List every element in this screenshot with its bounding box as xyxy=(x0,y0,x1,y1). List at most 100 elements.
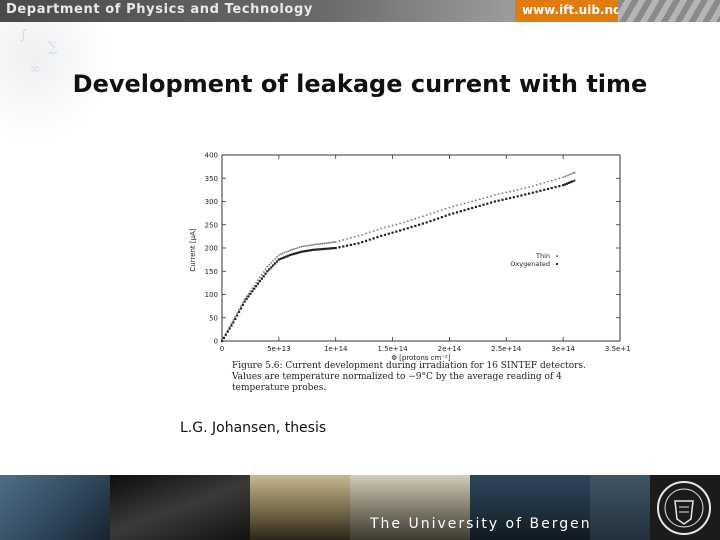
university-name: The University of Bergen xyxy=(370,516,592,532)
footer-photo xyxy=(470,475,590,540)
oxygenated-point xyxy=(383,233,387,236)
thin-point xyxy=(528,185,530,188)
thin-point xyxy=(380,227,383,230)
oxygenated-point xyxy=(296,251,299,254)
x-tick-label: 3e+14 xyxy=(551,345,575,353)
thin-point xyxy=(376,228,379,231)
thin-point xyxy=(253,284,256,287)
thin-point xyxy=(509,190,511,193)
thin-point xyxy=(486,196,489,199)
thin-point xyxy=(293,248,295,250)
thin-point xyxy=(238,308,240,311)
oxygenated-point xyxy=(327,247,330,250)
oxygenated-point xyxy=(455,211,459,214)
oxygenated-point xyxy=(283,256,286,259)
oxygenated-point xyxy=(565,182,569,185)
oxygenated-point xyxy=(558,185,561,188)
x-tick-label: 1e+14 xyxy=(324,345,348,353)
thin-point xyxy=(308,244,311,247)
thin-point xyxy=(247,292,250,295)
watermark-glyph: ∞ xyxy=(30,62,41,77)
y-tick-label: 400 xyxy=(205,152,218,160)
oxygenated-point xyxy=(459,210,462,213)
oxygenated-point xyxy=(315,248,318,251)
thin-point xyxy=(520,187,523,190)
thin-point xyxy=(410,219,413,221)
oxygenated-point xyxy=(520,194,523,197)
thin-point xyxy=(323,242,326,245)
oxygenated-point xyxy=(573,179,576,182)
oxygenated-point xyxy=(527,192,531,195)
oxygenated-point xyxy=(323,247,326,251)
slide-title: Development of leakage current with time xyxy=(72,70,648,98)
thin-point xyxy=(569,173,572,176)
oxygenated-point xyxy=(535,190,538,193)
thin-point xyxy=(550,179,553,182)
figure-caption: Figure 5.6: Current development during i… xyxy=(232,361,586,393)
oxygenated-point xyxy=(253,287,256,290)
oxygenated-point xyxy=(321,247,324,251)
oxygenated-point xyxy=(317,248,320,251)
oxygenated-point xyxy=(342,245,345,248)
oxygenated-point xyxy=(364,239,368,242)
thin-point xyxy=(459,203,462,206)
header-decoration xyxy=(618,0,720,22)
oxygenated-point xyxy=(236,314,239,317)
thin-point xyxy=(289,249,292,252)
oxygenated-point xyxy=(380,234,383,238)
oxygenated-point xyxy=(262,275,265,278)
oxygenated-point xyxy=(281,256,284,260)
oxygenated-point xyxy=(444,214,447,217)
thin-point xyxy=(257,279,259,282)
oxygenated-point xyxy=(292,252,296,255)
thin-point xyxy=(255,281,258,284)
thin-point xyxy=(306,244,309,247)
oxygenated-point xyxy=(319,248,322,251)
thin-point xyxy=(240,305,242,308)
y-tick-label: 200 xyxy=(205,245,218,253)
oxygenated-point xyxy=(372,237,375,240)
thin-point xyxy=(567,174,570,176)
oxygenated-point xyxy=(463,209,466,212)
thin-point xyxy=(516,188,519,191)
thin-point xyxy=(418,216,421,219)
thin-point xyxy=(524,186,527,189)
oxygenated-point xyxy=(567,181,570,184)
oxygenated-point xyxy=(270,266,273,269)
thin-point xyxy=(539,182,542,185)
thin-point xyxy=(310,244,312,246)
thin-point xyxy=(505,191,508,194)
website-url[interactable]: www.ift.uib.no xyxy=(522,3,622,17)
oxygenated-point xyxy=(505,197,508,201)
oxygenated-point xyxy=(268,268,271,271)
thin-point xyxy=(245,295,248,298)
oxygenated-point xyxy=(304,250,307,253)
oxygenated-point xyxy=(524,193,527,196)
thin-point xyxy=(452,205,455,208)
x-tick-label: 1.5e+14 xyxy=(377,345,408,353)
footer-photo xyxy=(590,475,650,540)
thin-point xyxy=(342,239,345,241)
oxygenated-point xyxy=(260,277,263,280)
oxygenated-point xyxy=(334,246,337,250)
credit-text: L.G. Johansen, thesis xyxy=(180,420,327,436)
oxygenated-point xyxy=(237,310,241,314)
thin-point xyxy=(317,243,320,245)
thin-point xyxy=(295,247,297,250)
thin-point xyxy=(241,301,244,304)
thin-point xyxy=(266,265,269,268)
oxygenated-point xyxy=(482,203,485,206)
department-title: Department of Physics and Technology xyxy=(6,2,313,17)
oxygenated-point xyxy=(285,255,288,258)
y-tick-label: 50 xyxy=(209,314,218,322)
x-tick-label: 0 xyxy=(220,345,224,353)
oxygenated-point xyxy=(234,317,237,321)
thin-point xyxy=(547,180,549,183)
oxygenated-point xyxy=(410,225,413,229)
thin-point xyxy=(346,238,348,240)
thin-point xyxy=(440,209,443,211)
thin-point xyxy=(236,312,239,314)
thin-point xyxy=(421,215,424,218)
y-tick-label: 250 xyxy=(205,221,218,229)
thin-point xyxy=(353,236,356,238)
